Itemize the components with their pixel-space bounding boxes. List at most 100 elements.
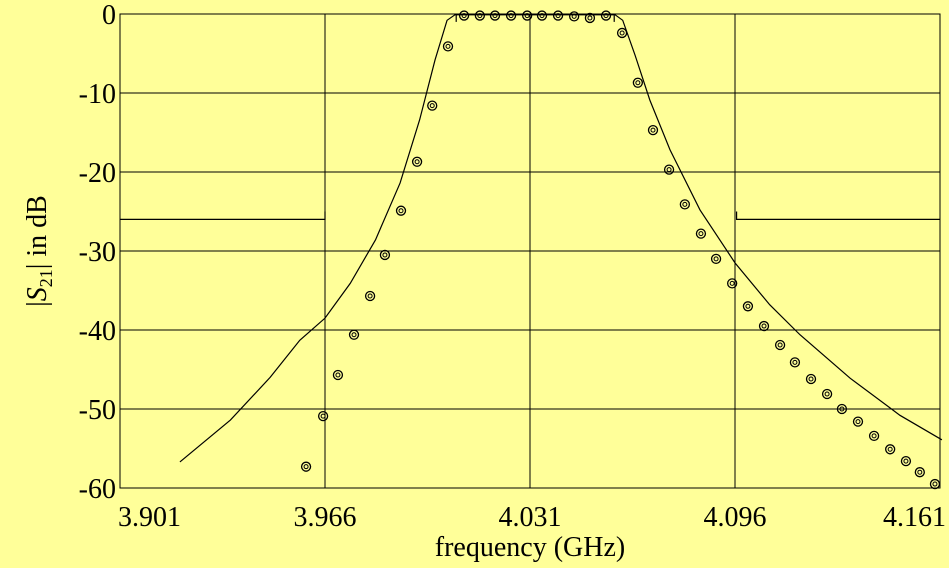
data-point-core: [839, 406, 845, 412]
data-point: [679, 199, 691, 210]
data-point: [710, 253, 722, 265]
data-point: [647, 124, 659, 136]
data-point-core: [539, 13, 545, 19]
data-point-core: [729, 280, 735, 286]
data-point: [742, 301, 754, 312]
data-point: [395, 205, 407, 216]
series-line: [179, 14, 943, 463]
y-label-unit: | in dB: [22, 195, 53, 269]
data-point: [616, 27, 628, 39]
series-line: [735, 211, 940, 220]
y-tick-label: -50: [79, 395, 116, 426]
data-point: [914, 467, 925, 478]
data-point: [852, 416, 864, 427]
data-point: [569, 11, 580, 22]
data-point-core: [414, 159, 420, 165]
data-point: [789, 357, 801, 368]
x-tick-label: 4.031: [499, 502, 562, 533]
data-point: [600, 10, 612, 21]
data-point: [805, 373, 817, 385]
data-point-core: [492, 13, 498, 19]
data-point-core: [824, 391, 830, 397]
data-point-core: [666, 167, 672, 173]
data-point-core: [429, 103, 435, 109]
data-point: [584, 12, 596, 24]
data-point-core: [713, 256, 719, 262]
data-point: [458, 10, 470, 21]
data-point-core: [445, 43, 451, 49]
y-label-symbol: S: [22, 287, 53, 301]
x-tick-label: 4.161: [883, 502, 946, 533]
x-tick-label: 3.901: [118, 502, 181, 533]
data-point: [427, 100, 438, 111]
data-point: [364, 290, 376, 302]
data-point-core: [351, 332, 357, 338]
data-point: [317, 410, 329, 422]
data-point-core: [635, 80, 641, 86]
x-tick-label: 3.966: [294, 502, 357, 533]
y-axis-label: |S21| in dB: [22, 195, 56, 307]
y-tick-label: -20: [79, 158, 116, 189]
y-tick-label: -60: [79, 474, 116, 505]
data-point: [836, 403, 848, 415]
data-point-core: [477, 13, 483, 19]
x-axis-label: frequency (GHz): [435, 532, 625, 563]
data-point: [695, 228, 707, 239]
y-label-bar: |: [22, 301, 53, 307]
data-point-core: [587, 15, 593, 21]
data-point: [632, 77, 644, 88]
data-point-core: [382, 252, 388, 258]
data-point: [411, 156, 423, 167]
data-point: [536, 10, 548, 21]
x-tick-label: 4.096: [704, 502, 767, 533]
data-point-core: [508, 13, 514, 19]
data-point-core: [571, 13, 577, 19]
data-point: [552, 10, 564, 21]
y-tick-label: -30: [79, 237, 116, 268]
data-point-core: [871, 433, 877, 439]
data-point: [489, 10, 501, 21]
data-point: [522, 10, 533, 21]
data-point: [505, 10, 517, 21]
data-point: [821, 388, 833, 400]
y-tick-label: 0: [102, 0, 116, 31]
data-point: [868, 430, 880, 442]
data-point-core: [603, 13, 609, 19]
data-point-core: [917, 469, 923, 475]
y-tick-label: -40: [79, 316, 116, 347]
data-point-core: [792, 359, 798, 365]
data-point: [348, 329, 360, 340]
data-point: [474, 10, 486, 21]
data-point: [758, 320, 770, 332]
data-point: [300, 461, 312, 472]
data-point-core: [808, 376, 814, 382]
data-point-core: [398, 208, 404, 214]
data-point-core: [650, 127, 656, 133]
data-point-core: [698, 231, 704, 237]
data-point: [663, 164, 675, 175]
data-point: [885, 444, 896, 455]
data-point-core: [619, 30, 625, 36]
data-point-core: [745, 303, 751, 309]
data-point-core: [335, 372, 341, 378]
data-point-core: [887, 446, 893, 452]
data-point-core: [461, 13, 467, 19]
data-point-core: [682, 201, 688, 207]
data-point-core: [903, 458, 909, 464]
data-point: [379, 249, 391, 261]
data-point-core: [367, 293, 373, 299]
data-point: [442, 41, 454, 52]
y-tick-label: -10: [79, 79, 116, 110]
data-point-core: [524, 13, 530, 19]
data-point: [929, 478, 941, 490]
data-point: [900, 455, 912, 467]
y-label-subscript: 21: [36, 269, 56, 287]
data-point-core: [555, 13, 561, 19]
data-point-core: [932, 481, 938, 487]
series-line: [120, 211, 326, 220]
data-point-core: [761, 323, 767, 329]
data-point: [332, 369, 344, 381]
data-point-core: [303, 464, 309, 470]
data-point-core: [320, 413, 326, 419]
